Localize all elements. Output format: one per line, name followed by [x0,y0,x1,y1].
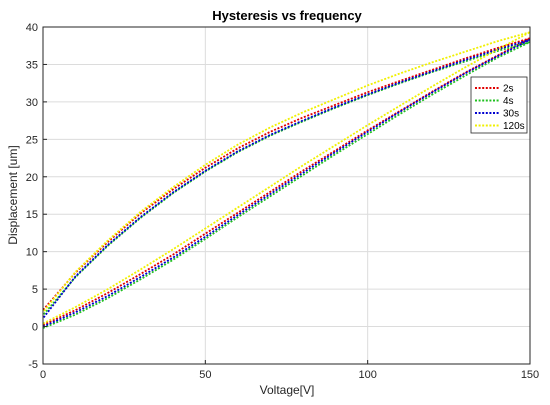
y-tick-label: -5 [28,359,38,371]
x-tick-label: 0 [40,369,46,381]
chart-title: Hysteresis vs frequency [212,8,362,23]
x-tick-label: 150 [521,369,539,381]
y-tick-label: 20 [26,172,38,184]
x-tick-label: 100 [358,369,376,381]
legend-box [470,76,528,134]
series-4s-ascending-line [42,41,531,329]
y-tick-label: 40 [26,22,38,34]
y-tick-label: 15 [26,209,38,221]
series-2s-descending-line [42,37,531,311]
x-tick-label: 50 [199,369,211,381]
y-axis-label: Displacement [um] [6,145,20,244]
series-4s-descending-line [42,41,531,316]
legend-label-2s: 2s [503,84,514,95]
series-120s-descending-line [42,31,531,313]
series-120s-ascending-line [42,31,531,325]
x-axis-label: Voltage[V] [260,383,315,397]
series-lines [42,31,531,329]
legend-label-4s: 4s [503,96,514,107]
y-tick-label: 5 [32,284,38,296]
series-30s-descending-line [42,38,531,319]
plot-frame [42,26,531,365]
legend-label-120s: 120s [503,121,525,132]
y-tick-label: 35 [26,59,38,71]
y-tick-label: 25 [26,134,38,146]
y-tick-label: 0 [32,322,38,334]
y-tick-label: 10 [26,247,38,259]
series-30s-ascending-line [42,38,531,328]
series-2s-ascending-line [42,37,531,326]
y-tick-label: 30 [26,97,38,109]
legend-label-30s: 30s [503,109,519,120]
